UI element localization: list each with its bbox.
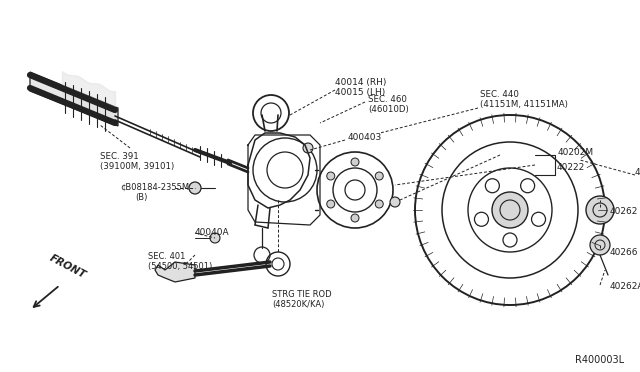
Text: 40262A: 40262A: [610, 282, 640, 291]
Circle shape: [474, 212, 488, 226]
Circle shape: [492, 192, 528, 228]
Polygon shape: [155, 262, 195, 282]
Circle shape: [375, 172, 383, 180]
Text: 40207: 40207: [635, 168, 640, 177]
Text: SEC. 391: SEC. 391: [100, 152, 139, 161]
Text: 40222: 40222: [557, 163, 585, 172]
Text: 40262: 40262: [610, 207, 638, 216]
Text: (46010D): (46010D): [368, 105, 409, 114]
Circle shape: [503, 233, 517, 247]
Circle shape: [351, 214, 359, 222]
Circle shape: [327, 172, 335, 180]
Circle shape: [303, 143, 313, 153]
Circle shape: [351, 158, 359, 166]
Text: 40040A: 40040A: [195, 228, 230, 237]
Text: FRONT: FRONT: [48, 253, 88, 280]
Circle shape: [590, 235, 610, 255]
Text: (54500, 54501): (54500, 54501): [148, 262, 212, 271]
Text: SEC. 440: SEC. 440: [480, 90, 519, 99]
Text: SEC. 460: SEC. 460: [368, 95, 407, 104]
Circle shape: [375, 200, 383, 208]
Circle shape: [532, 212, 545, 226]
Text: (B): (B): [135, 193, 147, 202]
Text: (39100M, 39101): (39100M, 39101): [100, 162, 174, 171]
Circle shape: [210, 233, 220, 243]
Text: STRG TIE ROD: STRG TIE ROD: [272, 290, 332, 299]
Circle shape: [520, 179, 534, 193]
Circle shape: [390, 197, 400, 207]
Text: 40014 (RH): 40014 (RH): [335, 78, 387, 87]
Text: 40015 (LH): 40015 (LH): [335, 88, 385, 97]
Text: 40202M: 40202M: [558, 148, 594, 157]
Polygon shape: [30, 72, 118, 126]
Text: ¢B08184-2355M: ¢B08184-2355M: [120, 183, 189, 192]
Text: (41151M, 41151MA): (41151M, 41151MA): [480, 100, 568, 109]
Circle shape: [189, 182, 201, 194]
Text: SEC. 401: SEC. 401: [148, 252, 186, 261]
Circle shape: [485, 179, 499, 193]
Text: 40266: 40266: [610, 248, 639, 257]
Circle shape: [327, 200, 335, 208]
Text: R400003L: R400003L: [575, 355, 624, 365]
Text: 400403: 400403: [348, 133, 382, 142]
Text: (48520K/KA): (48520K/KA): [272, 300, 324, 309]
Circle shape: [586, 196, 614, 224]
